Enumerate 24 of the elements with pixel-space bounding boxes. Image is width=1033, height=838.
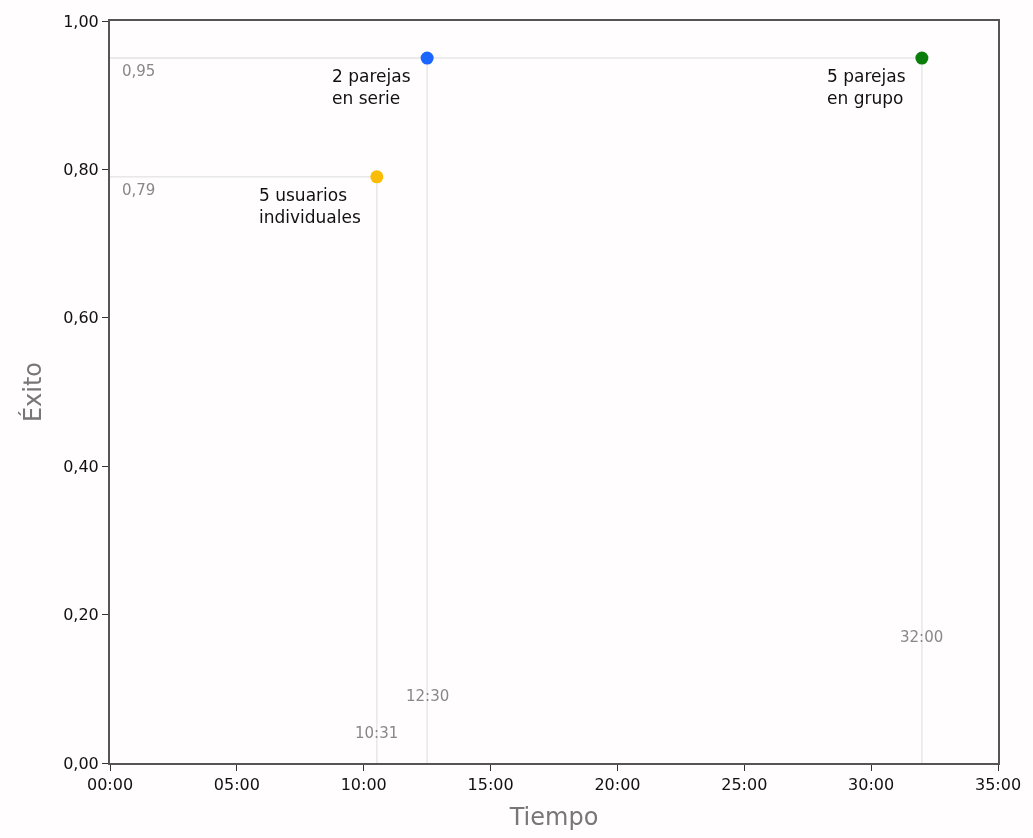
x-tick-label: 25:00 [721,775,768,795]
y-tick-label: 0,40 [63,456,99,476]
y-axis-title: Éxito [17,361,47,423]
y-tick-label: 0,60 [63,308,99,328]
annotation: 0,79 [122,181,156,199]
x-tick-label: 10:00 [340,775,387,795]
x-tick-label: 30:00 [848,775,895,795]
x-tick-label: 15:00 [467,775,514,795]
y-tick-label: 0,20 [63,605,99,625]
annotation: 32:00 [900,628,944,646]
annotation: 5 usuarios individuales [259,185,361,228]
annotation: 0,95 [122,62,156,80]
annotation: 5 parejas en grupo [827,66,906,109]
x-axis-title: Tiempo [508,803,599,831]
x-tick-label: 35:00 [974,775,1022,795]
y-tick-label: 1,00 [63,11,99,31]
y-tick-label: 0,80 [63,160,99,179]
annotation: 12:30 [406,687,450,705]
annotation: 10:31 [355,724,399,742]
y-tick-label: 0,00 [63,753,99,773]
x-tick-label: 00:00 [86,775,134,795]
x-tick-label: 05:00 [213,775,260,795]
x-tick-label: 20:00 [594,775,641,795]
annotation: 2 parejas en serie [332,66,411,109]
